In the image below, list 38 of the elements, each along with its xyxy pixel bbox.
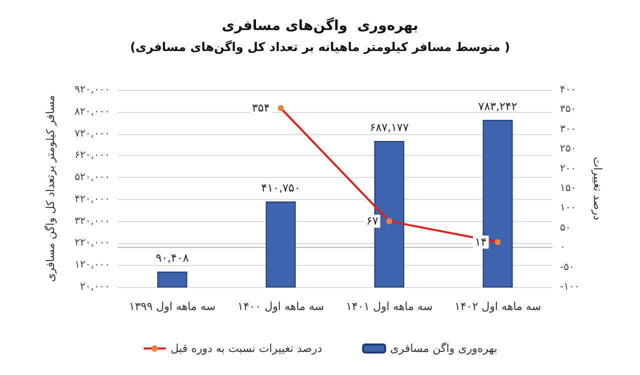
y2-tick-label: ۳۵۰ [560, 104, 576, 116]
y2-tick-label: ۲۵۰ [560, 144, 576, 155]
y-tick-label: ۸۲۰,۰۰۰ [74, 106, 110, 118]
data-label: ۱۴ [474, 236, 487, 249]
legend-label: درصد تغییرات نسبت به دوره قبل [170, 342, 322, 355]
y2-tick-label: ۵۰ [560, 222, 571, 234]
y2-tick-label: -۱۰۰ [560, 282, 580, 292]
y-tick-label: ۴۲۰,۰۰۰ [74, 194, 110, 205]
y-tick-label: ۱۲۰,۰۰۰ [74, 260, 110, 271]
legend-label: بهره‌وری واگن مسافری [390, 342, 498, 355]
y2-axis-title: درصد تغییرات [591, 156, 604, 220]
y2-tick-label: ۴۰۰ [560, 84, 576, 96]
data-label: ۳۵۴ [252, 102, 270, 115]
y-tick-label: ۵۲۰,۰۰۰ [74, 172, 110, 184]
y-tick-label: ۳۲۰,۰۰۰ [74, 216, 110, 227]
y-tick-label: ۶۲۰,۰۰۰ [74, 150, 110, 162]
chart-title: بهره‌وری واگن‌های مسافری [222, 17, 418, 34]
x-tick-label: سه ماهه اول ۱۴۰۰ [237, 300, 324, 313]
data-label: ۷۸۳,۲۴۲ [478, 100, 518, 113]
y2-tick-label: ۳۰۰ [560, 124, 576, 135]
data-label: ۹۰,۴۰۸ [156, 252, 189, 265]
y2-tick-label: ۱۵۰ [560, 183, 576, 194]
y-tick-label: ۲۲۰,۰۰۰ [74, 238, 110, 249]
x-tick-label: سه ماهه اول ۱۳۹۹ [128, 300, 216, 313]
y2-tick-label: ۱۰۰ [560, 202, 576, 214]
x-tick-label: سه ماهه اول ۱۴۰۱ [346, 300, 433, 313]
y-axis-title: مسافر کیلومتر برتعداد کل واگن مسافری [44, 94, 57, 282]
y-tick-label: ۷۲۰,۰۰۰ [74, 128, 110, 140]
data-label: ۶۸۷,۱۷۷ [370, 120, 409, 134]
y-tick-label: ۲۰,۰۰۰ [80, 282, 110, 292]
data-label: ۴۱۰,۷۵۰ [261, 181, 300, 194]
chart-subtitle: (متوسط مسافر کیلومتر ماهیانه بر تعداد کل واگن‌های مسافری ) [130, 40, 510, 54]
y2-tick-label: ۲۰۰ [560, 163, 576, 174]
y-tick-label: ۹۲۰,۰۰۰ [74, 84, 110, 96]
y2-tick-label: ۰ [560, 242, 566, 254]
x-tick-label: سه ماهه اول ۱۴۰۲ [454, 300, 542, 313]
data-label: ۶۷ [366, 214, 378, 228]
y2-tick-label: -۵۰ [560, 262, 574, 273]
